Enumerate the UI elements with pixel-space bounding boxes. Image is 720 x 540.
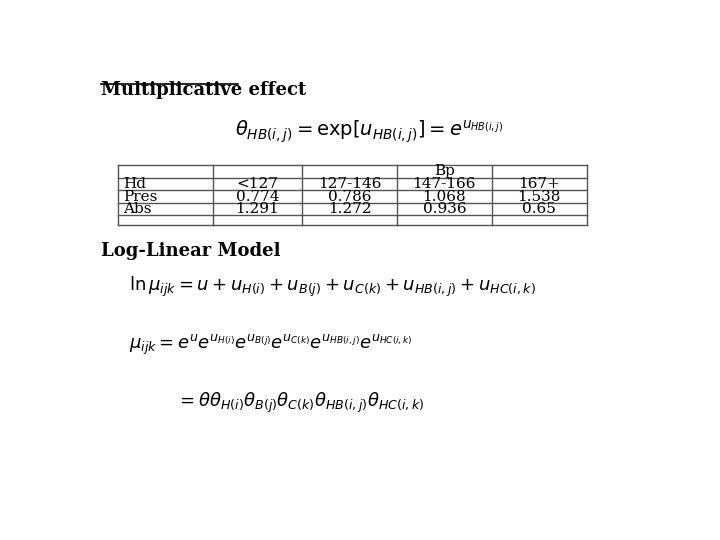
Text: Pres: Pres [124,190,158,204]
Text: 1.272: 1.272 [328,202,372,216]
Text: 1.291: 1.291 [235,202,279,216]
Text: $\mu_{ijk} = e^{u}e^{u_{H(i)}}e^{u_{B(j)}}e^{u_{C(k)}}e^{u_{HB(i,j)}}e^{u_{HC(i,: $\mu_{ijk} = e^{u}e^{u_{H(i)}}e^{u_{B(j)… [129,333,413,357]
Text: Hd: Hd [124,177,146,191]
Text: 147-166: 147-166 [413,177,476,191]
Text: 1.538: 1.538 [518,190,561,204]
Text: Abs: Abs [124,202,152,216]
Text: $= \theta\theta_{H(i)}\theta_{B(j)}\theta_{C(k)}\theta_{HB(i,j)}\theta_{HC(i,k)}: $= \theta\theta_{H(i)}\theta_{B(j)}\thet… [176,391,425,415]
Text: $\theta_{HB(i,j)} = \mathrm{exp}\left[u_{HB(i,j)}\right] = e^{u_{HB(i,j)}}$: $\theta_{HB(i,j)} = \mathrm{exp}\left[u_… [235,119,503,145]
Text: 0.774: 0.774 [235,190,279,204]
Text: 167+: 167+ [518,177,560,191]
Text: Bp: Bp [434,164,455,178]
Text: <127: <127 [236,177,279,191]
Text: Multiplicative effect: Multiplicative effect [101,82,307,99]
Text: Log-Linear Model: Log-Linear Model [101,241,281,260]
Text: 1.068: 1.068 [423,190,466,204]
Text: 0.786: 0.786 [328,190,372,204]
Text: 0.936: 0.936 [423,202,466,216]
Text: 127-146: 127-146 [318,177,381,191]
Text: 0.65: 0.65 [522,202,556,216]
Text: $\ln \mu_{ijk} = u + u_{H(i)} + u_{B(j)} + u_{C(k)} + u_{HB(i,j)} + u_{HC(i,k)}$: $\ln \mu_{ijk} = u + u_{H(i)} + u_{B(j)}… [129,275,536,299]
